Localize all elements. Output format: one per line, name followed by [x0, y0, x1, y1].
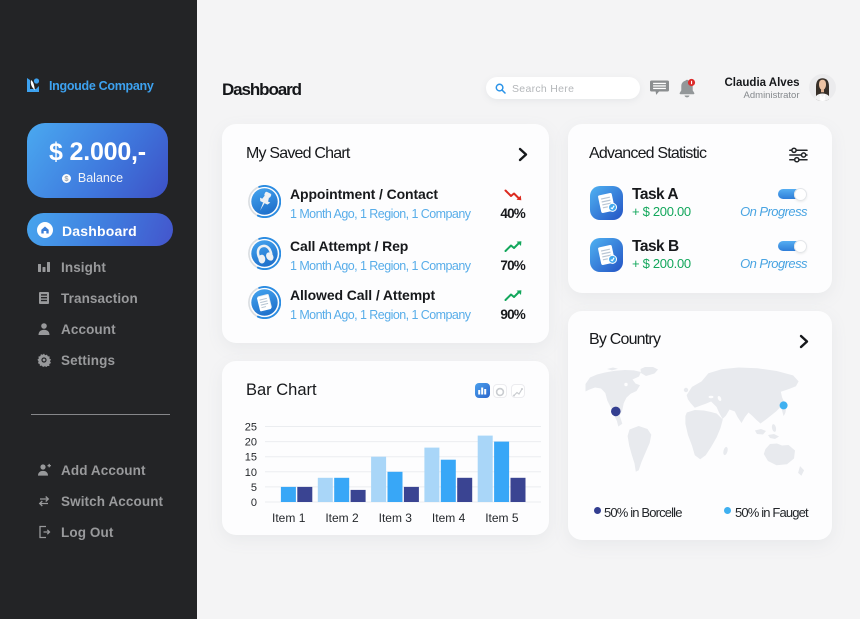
svg-text:20: 20 — [245, 437, 257, 449]
svg-text:15: 15 — [245, 452, 257, 464]
svg-text:$: $ — [64, 174, 69, 183]
svg-text:5: 5 — [251, 482, 257, 494]
svg-text:Item 1: Item 1 — [272, 511, 306, 525]
svg-text:10: 10 — [245, 467, 257, 479]
svg-text:Item 2: Item 2 — [325, 511, 359, 525]
svg-text:0: 0 — [251, 497, 257, 509]
svg-text:Item 5: Item 5 — [485, 511, 519, 525]
svg-text:25: 25 — [245, 422, 257, 434]
svg-text:Item 4: Item 4 — [432, 511, 466, 525]
svg-text:Item 3: Item 3 — [379, 511, 413, 525]
